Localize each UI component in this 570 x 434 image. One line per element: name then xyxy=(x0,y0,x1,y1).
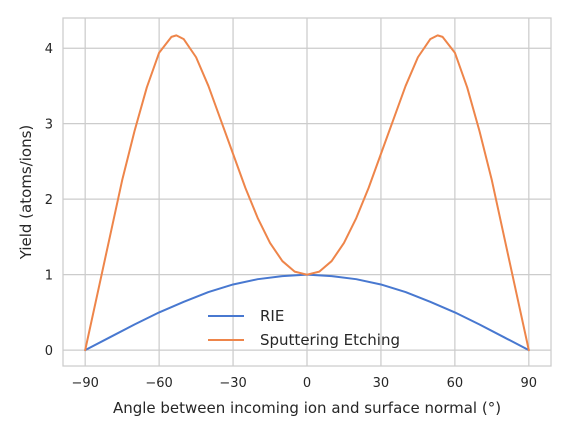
y-tick-label: 0 xyxy=(45,344,53,359)
x-tick-label: 30 xyxy=(373,376,390,391)
x-tick-label: −90 xyxy=(71,376,98,391)
x-tick-label: 90 xyxy=(521,376,538,391)
y-axis-label: Yield (atoms/ions) xyxy=(17,125,35,261)
x-tick-label: 0 xyxy=(303,376,311,391)
y-tick-label: 1 xyxy=(45,269,53,284)
y-tick-label: 3 xyxy=(45,118,53,133)
series-group xyxy=(84,34,530,352)
x-tick-label: −30 xyxy=(219,376,246,391)
x-tick-label: 60 xyxy=(447,376,464,391)
grid xyxy=(63,18,551,366)
legend: RIE Sputtering Etching xyxy=(208,307,400,349)
legend-label-rie: RIE xyxy=(260,307,284,325)
y-tick-label: 2 xyxy=(45,193,53,208)
series-line-sputtering-etching xyxy=(84,34,530,352)
x-axis-label: Angle between incoming ion and surface n… xyxy=(113,399,501,417)
x-tick-label: −60 xyxy=(145,376,172,391)
plot-frame xyxy=(62,17,552,367)
ticks: −90 −60 −30 0 30 60 90 0 1 2 3 4 xyxy=(45,42,537,391)
legend-label-sputtering-etching: Sputtering Etching xyxy=(260,331,400,349)
y-tick-label: 4 xyxy=(45,42,53,57)
